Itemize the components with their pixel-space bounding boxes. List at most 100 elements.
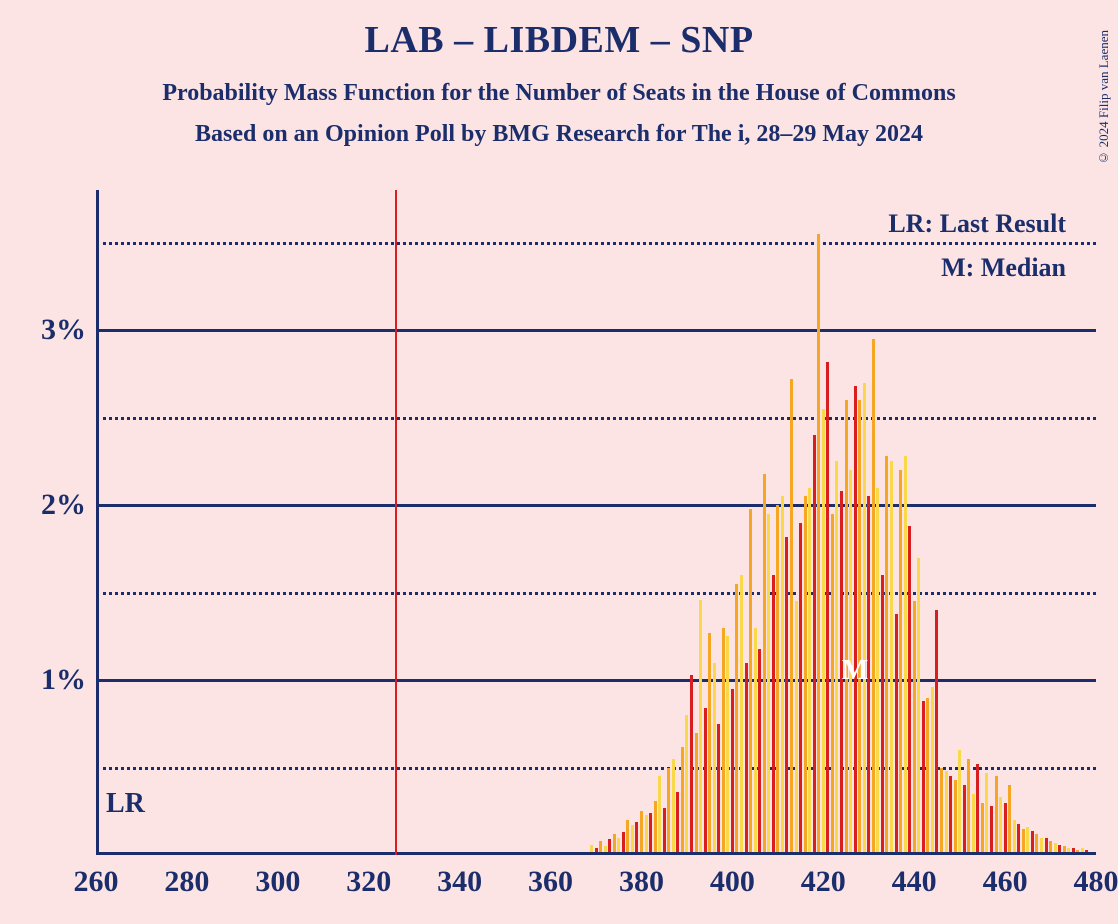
gridline-solid: [96, 504, 1096, 507]
chart-bar: [1045, 838, 1048, 853]
chart-bar: [1054, 843, 1057, 852]
chart-bar: [990, 806, 993, 852]
chart-bar: [799, 523, 802, 853]
chart-bar: [685, 715, 688, 852]
chart-bar: [804, 496, 807, 852]
chart-bar: [899, 470, 902, 852]
xtick-label: 420: [801, 865, 846, 899]
chart-title: LAB – LIBDEM – SNP: [0, 18, 1118, 62]
chart-bar: [763, 474, 766, 853]
copyright-text: © 2024 Filip van Laenen: [1096, 30, 1112, 166]
chart-bar: [717, 724, 720, 852]
chart-bar: [790, 379, 793, 852]
xtick-label: 380: [619, 865, 664, 899]
chart-bar: [1058, 845, 1061, 853]
chart-bar: [926, 698, 929, 853]
chart-bar: [885, 456, 888, 852]
chart-bar: [817, 234, 820, 852]
chart-bar: [735, 584, 738, 852]
chart-bar: [972, 794, 975, 852]
ytick-label: 1%: [41, 663, 86, 697]
y-axis: [96, 190, 99, 855]
legend-lr: LR: Last Result: [888, 202, 1066, 246]
chart-bar: [913, 601, 916, 852]
xtick-label: 460: [983, 865, 1028, 899]
chart-bar: [949, 776, 952, 852]
chart-bar: [931, 687, 934, 852]
chart-bar: [1049, 841, 1052, 852]
chart-bar: [863, 383, 866, 853]
chart-bar: [985, 773, 988, 852]
chart-bar: [881, 575, 884, 852]
chart-bar: [654, 801, 657, 852]
chart-bar: [976, 764, 979, 852]
legend-m: M: Median: [888, 246, 1066, 290]
chart-bar: [831, 514, 834, 852]
chart-bar: [708, 633, 711, 852]
ytick-label: 3%: [41, 313, 86, 347]
chart-bar: [1026, 827, 1029, 852]
chart-bar: [1004, 803, 1007, 853]
chart-bar: [649, 813, 652, 852]
chart-bar: [681, 747, 684, 853]
chart-bar: [954, 780, 957, 852]
chart-bar: [672, 759, 675, 852]
chart-bar: [599, 841, 602, 852]
chart-bar: [1067, 848, 1070, 852]
median-label: M: [842, 655, 868, 687]
chart-bar: [872, 339, 875, 852]
gridline-dotted: [96, 242, 1096, 245]
chart-bar: [631, 825, 634, 852]
chart-bar: [595, 848, 598, 852]
chart-bar: [626, 820, 629, 852]
chart-bar: [1040, 838, 1043, 853]
chart-bar: [890, 461, 893, 852]
chart-bar: [745, 663, 748, 853]
chart-bar: [695, 733, 698, 853]
chart-bar: [622, 832, 625, 852]
chart-bar: [604, 846, 607, 852]
chart-bar: [1076, 850, 1079, 852]
chart-bar: [613, 834, 616, 852]
chart-bar: [676, 792, 679, 852]
chart-bar: [635, 822, 638, 852]
chart-bar: [731, 689, 734, 852]
chart-bar: [1081, 848, 1084, 852]
chart-bar: [999, 797, 1002, 852]
xtick-label: 320: [346, 865, 391, 899]
chart-bar: [776, 505, 779, 852]
chart-bar: [822, 409, 825, 852]
chart-bar: [640, 811, 643, 852]
gridline-solid: [96, 329, 1096, 332]
chart-bar: [895, 614, 898, 853]
chart-bar: [854, 386, 857, 852]
xtick-label: 260: [74, 865, 119, 899]
chart-bar: [713, 663, 716, 853]
x-axis: [96, 852, 1096, 855]
chart-bar: [1072, 848, 1075, 852]
xtick-label: 480: [1074, 865, 1118, 899]
chart-bar: [922, 701, 925, 852]
ytick-label: 2%: [41, 488, 86, 522]
chart-bar: [667, 768, 670, 853]
chart-bar: [1013, 820, 1016, 852]
chart-bar: [740, 575, 743, 852]
xtick-label: 280: [164, 865, 209, 899]
xtick-label: 340: [437, 865, 482, 899]
xtick-label: 360: [528, 865, 573, 899]
chart-bar: [704, 708, 707, 852]
chart-bar: [963, 785, 966, 852]
chart-bar: [958, 750, 961, 852]
chart-bar: [754, 628, 757, 853]
chart-bar: [876, 488, 879, 853]
gridline-dotted: [96, 592, 1096, 595]
chart-subtitle-2: Based on an Opinion Poll by BMG Research…: [0, 121, 1118, 148]
gridline-dotted: [96, 417, 1096, 420]
chart-bar: [904, 456, 907, 852]
chart-bar: [726, 636, 729, 852]
chart-bar: [772, 575, 775, 852]
chart-bar: [785, 537, 788, 853]
chart-bar: [981, 803, 984, 853]
last-result-label: LR: [106, 788, 145, 820]
chart-bar: [645, 815, 648, 852]
